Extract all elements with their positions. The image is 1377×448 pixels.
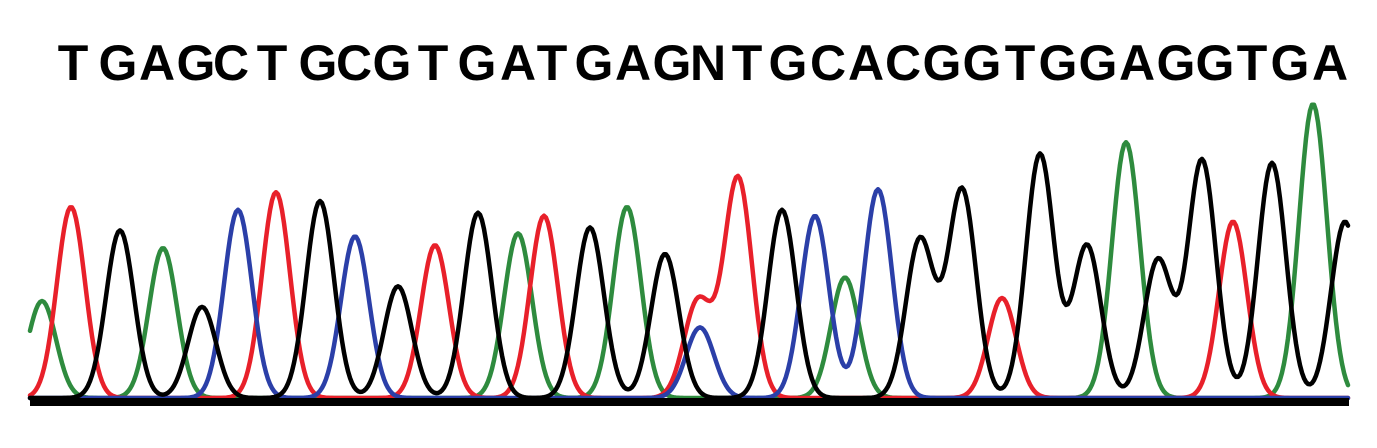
trace-lines	[27, 102, 1351, 401]
base-call-letter: T	[1237, 35, 1268, 91]
base-call-letter: T	[418, 35, 449, 91]
base-call-letter: A	[1119, 35, 1155, 91]
base-call-letter: A	[500, 35, 536, 91]
base-call-letter: T	[537, 35, 568, 91]
base-call-letter: C	[810, 35, 846, 91]
base-call-letter: G	[99, 35, 138, 91]
base-call-letter: C	[336, 35, 372, 91]
base-call-letter: G	[963, 35, 1002, 91]
base-call-letter: G	[373, 35, 412, 91]
base-call-letter: A	[848, 35, 884, 91]
base-call-letter: A	[139, 35, 175, 91]
base-call-sequence: T G A GC T GC G T G A T G A GN T G C A C G G T G G A G G T G A	[58, 35, 1348, 91]
base-call-letter: A	[615, 35, 651, 91]
base-call-letter: N	[690, 35, 726, 91]
base-call-letter: C	[885, 35, 921, 91]
base-call-letter: G	[769, 35, 808, 91]
base-call-letter: T	[1005, 35, 1036, 91]
base-call-letter: G	[653, 35, 692, 91]
base-call-letter: G	[1196, 35, 1235, 91]
base-call-letter: G	[1157, 35, 1196, 91]
base-call-letter: T	[58, 35, 89, 91]
base-call-letter: G	[575, 35, 614, 91]
base-call-letter: G	[1079, 35, 1118, 91]
base-call-letter: G	[177, 35, 216, 91]
base-call-letter: G	[1039, 35, 1078, 91]
base-call-letter: T	[257, 35, 288, 91]
base-call-letter: C	[213, 35, 249, 91]
base-call-letter: G	[923, 35, 962, 91]
base-call-letter: G	[1271, 35, 1310, 91]
base-call-letter: A	[1312, 35, 1348, 91]
base-call-letter: G	[299, 35, 338, 91]
base-call-letter: T	[732, 35, 763, 91]
base-call-letter: G	[458, 35, 497, 91]
trace-G	[27, 151, 1351, 401]
